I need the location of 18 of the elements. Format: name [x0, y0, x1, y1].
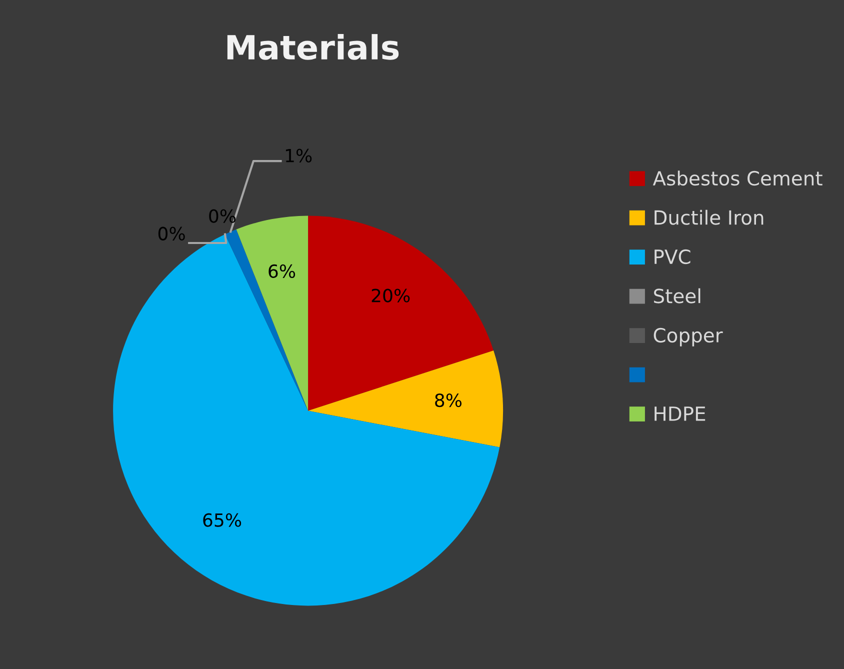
text: 0% — [158, 226, 185, 240]
legend-label: HDPE — [654, 406, 706, 421]
legend-label: Ductile Iron — [654, 210, 764, 225]
data-label: 1% — [286, 148, 312, 162]
data-label: 20% — [372, 288, 410, 302]
legend-label: Copper — [654, 328, 723, 346]
pie-slice — [308, 216, 494, 411]
pie-slice — [236, 216, 308, 411]
text: 0% — [209, 209, 236, 223]
pie-slice — [308, 350, 504, 448]
pie-slice — [225, 229, 308, 411]
legend-label: Steel — [654, 288, 700, 304]
chart-title: Materials — [227, 34, 399, 60]
data-label: 6% — [268, 264, 296, 278]
data-label: 65% — [203, 513, 242, 527]
data-label: 8% — [435, 393, 462, 408]
legend-label: Asbestos Cement — [652, 170, 822, 186]
legend-label: PVC — [654, 249, 690, 264]
